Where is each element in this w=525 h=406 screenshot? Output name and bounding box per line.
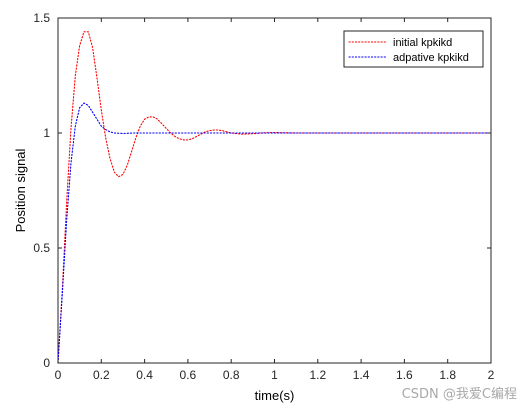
- x-tick-label: 2: [488, 368, 495, 382]
- x-tick-label: 1.8: [439, 368, 456, 382]
- x-tick-label: 1: [271, 368, 278, 382]
- x-tick-label: 1.2: [309, 368, 326, 382]
- x-tick-label: 0.8: [223, 368, 240, 382]
- x-tick-label: 0.2: [93, 368, 110, 382]
- x-tick-label: 1.6: [396, 368, 413, 382]
- plot-area: [57, 17, 492, 364]
- y-axis-label: Position signal: [13, 148, 28, 232]
- y-tick-label: 0: [43, 356, 50, 370]
- series-line-1: [57, 31, 492, 364]
- x-tick-label: 1.4: [353, 368, 370, 382]
- y-tick-label: 1.5: [33, 11, 50, 25]
- y-tick-label: 0.5: [33, 241, 50, 255]
- y-tick-label: 1: [43, 126, 50, 140]
- x-tick-label: 0.6: [180, 368, 197, 382]
- x-tick-label: 0: [55, 368, 62, 382]
- series-layer: [57, 31, 492, 364]
- legend-box: [343, 30, 484, 68]
- legend-label-2: adpative kpkikd: [393, 52, 469, 64]
- x-tick-label: 0.4: [136, 368, 153, 382]
- legend: initial kpkikd adpative kpkikd: [343, 30, 484, 68]
- x-axis-label: time(s): [255, 388, 295, 403]
- watermark: CSDN @我爱C编程: [401, 387, 517, 402]
- legend-label-1: initial kpkikd: [393, 37, 452, 49]
- ticks-layer: 0 0.2 0.4 0.6 0.8 1 1.2 1.4 1.6 1.8 2 0 0.5 1 1.5: [33, 11, 494, 382]
- series-line-2: [57, 102, 492, 364]
